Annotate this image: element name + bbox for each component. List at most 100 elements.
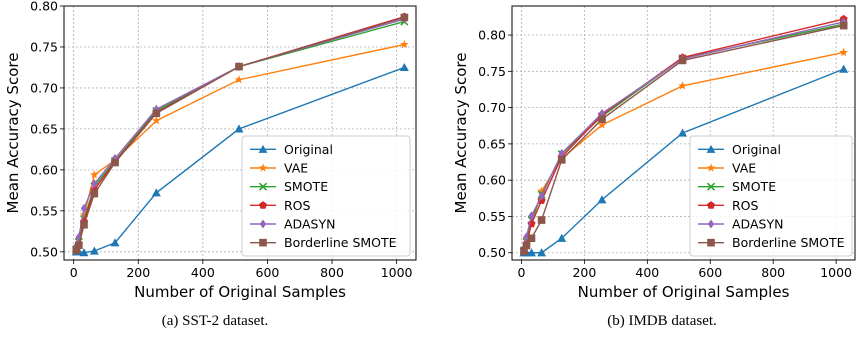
legend-marker bbox=[707, 238, 715, 247]
legend-entry-smote: SMOTE bbox=[250, 179, 328, 194]
series-vae-point bbox=[79, 210, 89, 219]
legend-label: VAE bbox=[284, 161, 308, 176]
y-tick-label: 0.50 bbox=[30, 244, 58, 259]
series-adasyn-point bbox=[80, 203, 88, 213]
legend-label: ROS bbox=[732, 198, 759, 213]
series-adasyn-line bbox=[523, 21, 844, 249]
series-borderline-smote bbox=[520, 21, 848, 256]
y-tick-label: 0.55 bbox=[478, 209, 506, 224]
legend-label: ADASYN bbox=[284, 217, 335, 232]
chart-imdb: 0 200 400 600 800 1000 0.50 0.55 0.60 0.65 0.70 0.7… bbox=[452, 5, 856, 301]
series-original-point bbox=[89, 246, 99, 255]
legend-entry-vae: VAE bbox=[250, 161, 308, 176]
series-vae-point bbox=[90, 170, 99, 179]
series-borderline-smote-point bbox=[90, 189, 99, 198]
series-borderline-smote-point bbox=[152, 109, 161, 118]
legend-label: Original bbox=[732, 142, 781, 157]
legend-entry-ros: ROS bbox=[250, 198, 311, 213]
legend-entry-original: Original bbox=[698, 142, 781, 157]
x-tick-label: 400 bbox=[635, 265, 659, 280]
series-vae-point bbox=[597, 120, 607, 129]
y-tick-label: 0.80 bbox=[478, 28, 506, 43]
legend-marker bbox=[258, 163, 268, 172]
series-vae-point bbox=[234, 75, 244, 84]
legend-entry-adasyn: ADASYN bbox=[250, 217, 335, 232]
legend-marker bbox=[259, 238, 267, 247]
y-tick-label: 0.50 bbox=[478, 245, 506, 260]
legend-label: SMOTE bbox=[284, 179, 328, 194]
legend-entry-borderline-smote: Borderline SMOTE bbox=[250, 235, 397, 250]
series-original-point bbox=[537, 248, 547, 257]
series-borderline-smote-point bbox=[598, 115, 606, 124]
legend-marker bbox=[706, 182, 716, 191]
legend-marker bbox=[706, 144, 716, 153]
series-borderline-smote-point bbox=[400, 13, 409, 22]
series-borderline-smote bbox=[72, 13, 409, 254]
legend-marker bbox=[259, 201, 267, 209]
x-tick-label: 400 bbox=[191, 265, 215, 280]
legend-entry-adasyn: ADASYN bbox=[698, 217, 783, 232]
series-adasyn-point bbox=[91, 179, 98, 189]
legend-label: VAE bbox=[732, 161, 756, 176]
axis-ticks: 0 200 400 600 800 1000 0.50 0.55 0.60 0.65 0.70 0.7… bbox=[478, 28, 852, 280]
x-tick-label: 600 bbox=[698, 265, 722, 280]
x-tick-label: 600 bbox=[256, 265, 280, 280]
series-vae-point bbox=[839, 47, 848, 57]
legend-marker bbox=[258, 144, 268, 153]
chart-sst2: 0 200 400 600 800 1000 0.50 0.55 0.60 0.65 0.70 0.7… bbox=[4, 0, 417, 301]
x-tick-label: 800 bbox=[320, 265, 344, 280]
legend-marker bbox=[259, 219, 267, 229]
legend-entry-vae: VAE bbox=[698, 161, 756, 176]
y-tick-label: 0.65 bbox=[478, 136, 506, 151]
series-borderline-smote-point bbox=[678, 56, 687, 65]
x-tick-label: 200 bbox=[126, 265, 150, 280]
y-axis-label: Mean Accuracy Score bbox=[452, 53, 470, 214]
series-original-point bbox=[839, 64, 849, 73]
x-tick-label: 800 bbox=[761, 265, 785, 280]
series-borderline-smote-point bbox=[235, 62, 243, 71]
series-adasyn-point bbox=[528, 211, 535, 221]
legend-label: Borderline SMOTE bbox=[284, 235, 397, 250]
series-borderline-smote-point bbox=[111, 158, 119, 167]
series-borderline-smote-point bbox=[520, 247, 528, 256]
legend-label: SMOTE bbox=[732, 179, 776, 194]
series-vae-point bbox=[400, 40, 409, 49]
series-original-point bbox=[234, 124, 244, 133]
y-tick-label: 0.75 bbox=[30, 39, 58, 54]
x-tick-label: 200 bbox=[572, 265, 596, 280]
legend-marker bbox=[707, 201, 715, 209]
series-borderline-smote-point bbox=[80, 220, 88, 229]
legend-label: Borderline SMOTE bbox=[732, 235, 845, 250]
series-adasyn-point bbox=[558, 148, 565, 158]
series-original-point bbox=[399, 62, 409, 72]
series-borderline-smote-point bbox=[839, 21, 848, 30]
x-axis-label: Number of Original Samples bbox=[134, 283, 346, 301]
legend-marker bbox=[707, 219, 715, 229]
series-borderline-smote-point bbox=[527, 234, 536, 243]
legend-marker bbox=[706, 163, 716, 172]
x-axis-label: Number of Original Samples bbox=[578, 283, 790, 301]
series-original-point bbox=[79, 248, 89, 257]
x-tick-label: 1000 bbox=[820, 265, 852, 280]
series-borderline-smote-point bbox=[75, 241, 83, 250]
series-original-point bbox=[110, 238, 120, 247]
plot-area bbox=[71, 12, 409, 257]
legend-frame bbox=[689, 135, 853, 257]
caption-imdb: (b) IMDB dataset. bbox=[607, 313, 717, 329]
x-tick-label: 1000 bbox=[381, 265, 413, 280]
caption-sst2: (a) SST-2 dataset. bbox=[162, 313, 269, 329]
legend-entry-ros: ROS bbox=[698, 198, 759, 213]
series-original-point bbox=[597, 195, 607, 204]
legend-entry-smote: SMOTE bbox=[698, 179, 776, 194]
series-borderline-smote-point bbox=[72, 246, 81, 254]
plot-frame bbox=[511, 5, 856, 261]
series-borderline-smote-point bbox=[537, 216, 546, 224]
series-original-point bbox=[557, 233, 567, 242]
legend: Original VAE SMOTE ROS ADASYN Borderline SMOT… bbox=[689, 135, 853, 257]
series-original-point bbox=[527, 248, 537, 257]
plot-frame bbox=[63, 5, 417, 261]
y-tick-label: 0.55 bbox=[30, 203, 58, 218]
axis-ticks: 0 200 400 600 800 1000 0.50 0.55 0.60 0.65 0.70 0.7… bbox=[30, 0, 412, 280]
series-vae-point bbox=[678, 81, 687, 90]
